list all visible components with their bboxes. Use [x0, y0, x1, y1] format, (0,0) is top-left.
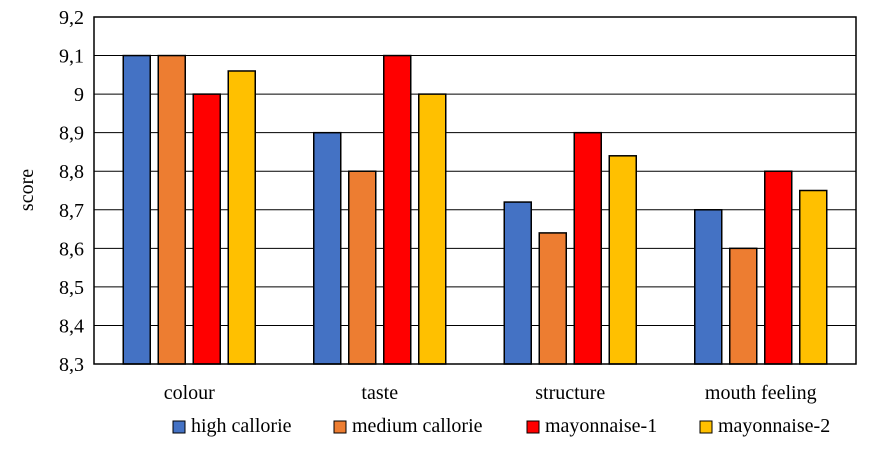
- y-tick-label: 8,5: [59, 277, 84, 299]
- y-axis-title: score: [16, 169, 38, 211]
- category-labels: colour taste structure mouth feeling: [164, 382, 817, 404]
- x-category-label: mouth feeling: [705, 382, 817, 404]
- legend: high callorie medium callorie mayonnaise-1…: [172, 415, 830, 437]
- bar: [573, 131, 602, 365]
- bar: [608, 155, 637, 365]
- bar: [694, 209, 723, 365]
- bar: [503, 201, 532, 365]
- bar: [192, 93, 221, 365]
- y-tick-label: 9,1: [59, 46, 84, 68]
- bar: [764, 170, 793, 365]
- plot-area-frame: [93, 16, 857, 365]
- bar: [122, 54, 151, 365]
- bar: [538, 232, 567, 365]
- y-tick-label: 8,3: [59, 354, 84, 376]
- bar: [383, 54, 412, 365]
- y-tick-label: 8,7: [59, 200, 84, 222]
- legend-swatch: [699, 420, 713, 434]
- bar: [157, 54, 186, 365]
- legend-swatch: [526, 420, 540, 434]
- y-tick-label: 8,6: [59, 238, 84, 260]
- legend-label: mayonnaise-1: [545, 415, 657, 437]
- legend-label: mayonnaise-2: [718, 415, 830, 437]
- y-tick-labels: 8,3 8,4 8,5 8,6 8,7 8,8 8,9 9 9,1 9,2: [59, 7, 84, 376]
- bar: [348, 170, 377, 365]
- y-tick-label: 8,9: [59, 123, 84, 145]
- x-category-label: colour: [164, 382, 215, 404]
- legend-label: medium callorie: [352, 415, 483, 437]
- bar: [227, 70, 256, 365]
- x-category-label: taste: [361, 382, 398, 404]
- legend-swatch: [172, 420, 186, 434]
- y-tick-label: 8,4: [59, 315, 84, 337]
- x-category-label: structure: [535, 382, 605, 404]
- bar: [313, 131, 342, 365]
- legend-label: high callorie: [191, 415, 292, 437]
- y-tick-label: 8,8: [59, 161, 84, 183]
- bar: [418, 93, 447, 365]
- bar: [799, 189, 828, 365]
- y-tick-label: 9: [74, 84, 84, 106]
- y-tick-label: 9,2: [59, 7, 84, 29]
- bar: [729, 247, 758, 365]
- legend-swatch: [333, 420, 347, 434]
